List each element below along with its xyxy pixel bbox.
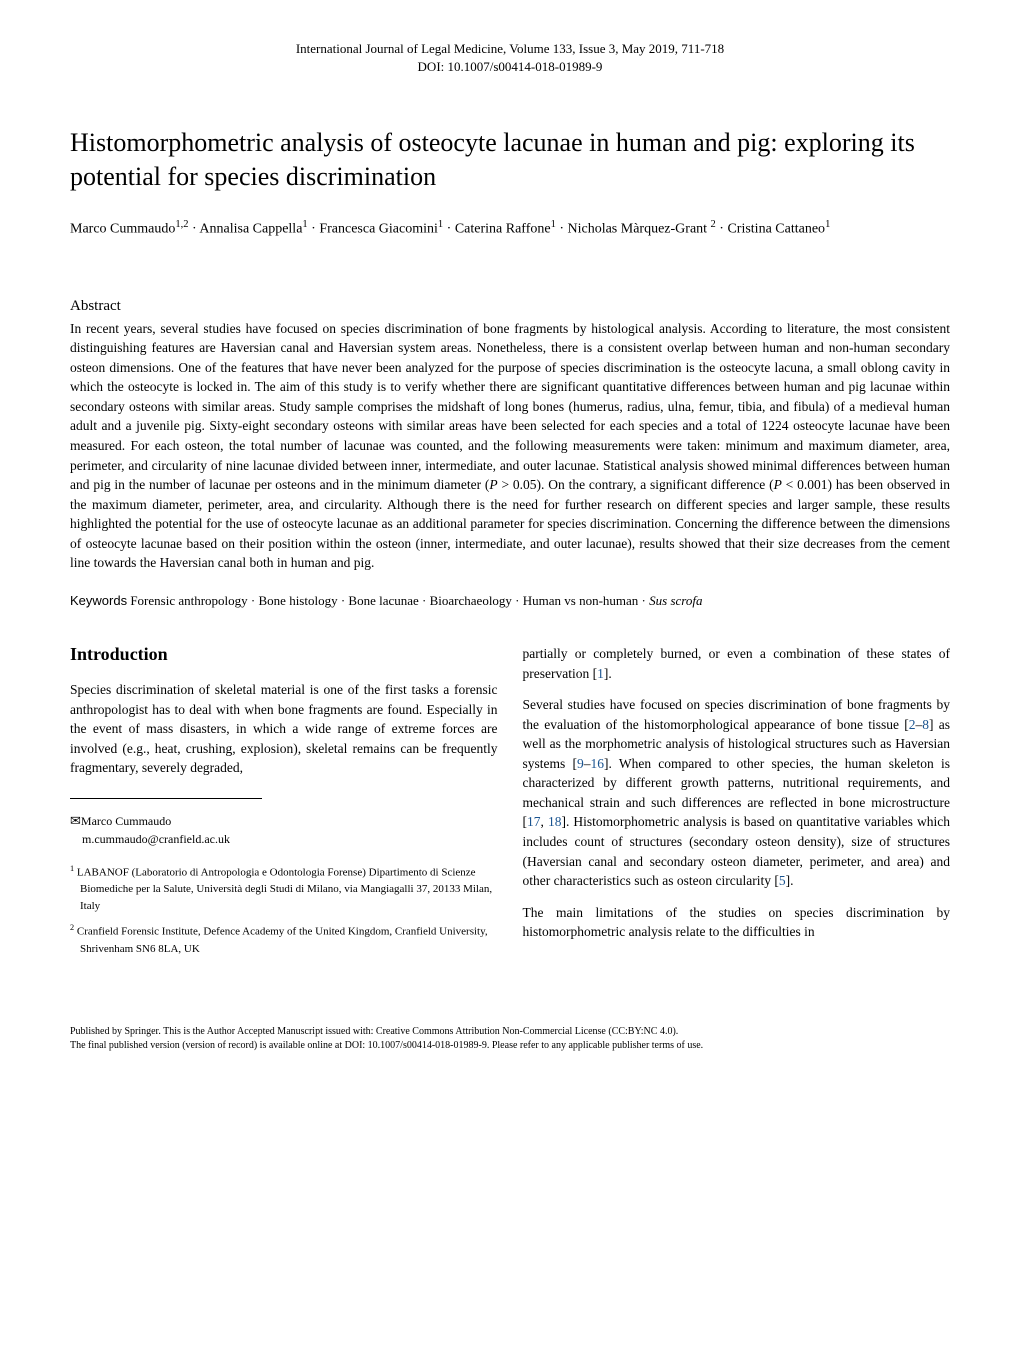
para2-mid3: ]. Histomorphometric analysis is based o… [523,814,951,888]
keywords-text: Forensic anthropology · Bone histology ·… [127,593,649,608]
intro-left-para1: Species discrimination of skeletal mater… [70,680,498,778]
footer-line1: Published by Springer. This is the Autho… [70,1025,950,1039]
ref-link-17[interactable]: 17 [527,814,541,829]
keywords-label: Keywords [70,593,127,608]
correspondence-email: m.cummaudo@cranfield.ac.uk [82,832,230,846]
para2-comma: , [541,814,548,829]
correspondence-name: Marco Cummaudo [81,814,171,828]
affiliation-1-text: LABANOF (Laboratorio di Antropologia e O… [74,867,492,912]
authors-list: Marco Cummaudo1,2 · Annalisa Cappella1 ·… [70,219,950,238]
affiliation-2-text: Cranfield Forensic Institute, Defence Ac… [74,926,488,955]
para2-end: ]. [786,873,794,888]
header-meta: International Journal of Legal Medicine,… [70,40,950,76]
article-title: Histomorphometric analysis of osteocyte … [70,126,950,194]
journal-line: International Journal of Legal Medicine,… [70,40,950,58]
ref-link-5[interactable]: 5 [779,873,786,888]
ref-link-8[interactable]: 8 [922,717,929,732]
footer-block: Published by Springer. This is the Autho… [70,1025,950,1053]
envelope-icon: ✉ [70,813,81,828]
affiliations-block: 1 LABANOF (Laboratorio di Antropologia e… [70,863,498,957]
ref-link-16[interactable]: 16 [590,756,604,771]
ref-link-1[interactable]: 1 [597,666,604,681]
keywords-section: Keywords Forensic anthropology · Bone hi… [70,593,950,609]
correspondence-block: ✉Marco Cummaudo m.cummaudo@cranfield.ac.… [70,811,498,849]
introduction-heading: Introduction [70,644,498,665]
footer-line2: The final published version (version of … [70,1039,950,1053]
divider-line [70,798,262,799]
abstract-heading: Abstract [70,298,950,315]
left-column: Introduction Species discrimination of s… [70,644,498,965]
para1-post: ]. [604,666,612,681]
affiliation-1: 1 LABANOF (Laboratorio di Antropologia e… [70,863,498,914]
right-column: partially or completely burned, or even … [523,644,951,965]
affiliation-2: 2 Cranfield Forensic Institute, Defence … [70,922,498,957]
two-column-layout: Introduction Species discrimination of s… [70,644,950,965]
intro-right-para1: partially or completely burned, or even … [523,644,951,683]
intro-right-para2: Several studies have focused on species … [523,695,951,891]
para1-pre: partially or completely burned, or even … [523,646,951,681]
doi-line: DOI: 10.1007/s00414-018-01989-9 [70,58,950,76]
abstract-text: In recent years, several studies have fo… [70,319,950,573]
ref-link-18[interactable]: 18 [548,814,562,829]
abstract-section: Abstract In recent years, several studie… [70,298,950,573]
keywords-italic-term: Sus scrofa [649,593,702,608]
intro-right-para3: The main limitations of the studies on s… [523,903,951,942]
para2-pre: Several studies have focused on species … [523,697,951,732]
ref-link-9[interactable]: 9 [577,756,584,771]
